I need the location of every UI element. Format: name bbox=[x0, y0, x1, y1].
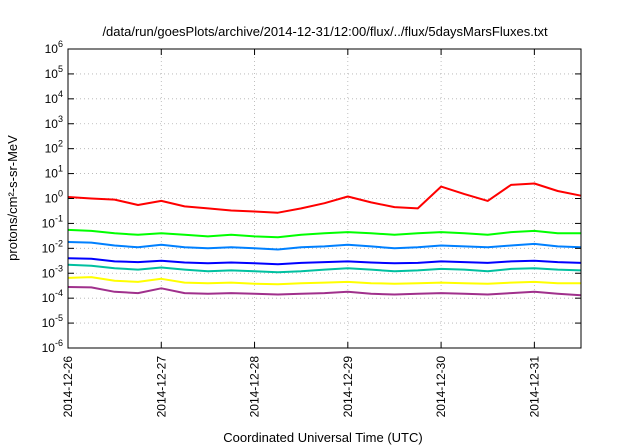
chart-grid bbox=[68, 49, 581, 348]
y-axis: 10-6 10-5 10-4 10-3 10-2 10-1 100 101 102 103 104 1… bbox=[42, 39, 581, 355]
x-tick-label: 2014-12-29 bbox=[341, 356, 355, 418]
x-tick-label: 2014-12-26 bbox=[61, 356, 75, 418]
series-line-7 bbox=[67, 286, 582, 297]
series-line-1 bbox=[67, 182, 582, 214]
series-line-3 bbox=[67, 241, 582, 251]
y-tick-label: 103 bbox=[45, 114, 63, 131]
x-axis-title: Coordinated Universal Time (UTC) bbox=[223, 430, 422, 445]
series-line-4 bbox=[67, 257, 582, 266]
y-tick-label: 105 bbox=[45, 64, 63, 81]
y-tick-label: 104 bbox=[45, 89, 63, 106]
y-tick-label: 106 bbox=[45, 39, 63, 56]
x-tick-label: 2014-12-27 bbox=[154, 356, 168, 418]
series-line-2 bbox=[67, 228, 581, 239]
y-tick-label: 10-2 bbox=[42, 238, 63, 255]
x-tick-label: 2014-12-31 bbox=[527, 356, 541, 418]
y-axis-title: protons/cm²-s-sr-MeV bbox=[5, 135, 20, 261]
y-tick-label: 102 bbox=[45, 139, 63, 156]
y-tick-label: 10-3 bbox=[42, 263, 63, 280]
x-axis: 2014-12-26 2014-12-27 2014-12-28 2014-12-29… bbox=[61, 49, 541, 417]
x-tick-label: 2014-12-28 bbox=[248, 356, 262, 418]
y-tick-label: 101 bbox=[45, 164, 63, 181]
series-line-6 bbox=[67, 276, 581, 286]
y-tick-label: 100 bbox=[45, 189, 63, 206]
series-layer bbox=[67, 182, 582, 297]
y-tick-label: 10-6 bbox=[42, 338, 63, 355]
series-line-5 bbox=[67, 263, 582, 274]
y-tick-label: 10-1 bbox=[42, 213, 63, 230]
y-tick-label: 10-4 bbox=[42, 288, 63, 305]
chart-title: /data/run/goesPlots/archive/2014-12-31/1… bbox=[102, 24, 548, 39]
x-tick-label: 2014-12-30 bbox=[434, 356, 448, 418]
y-tick-label: 10-5 bbox=[42, 313, 63, 330]
